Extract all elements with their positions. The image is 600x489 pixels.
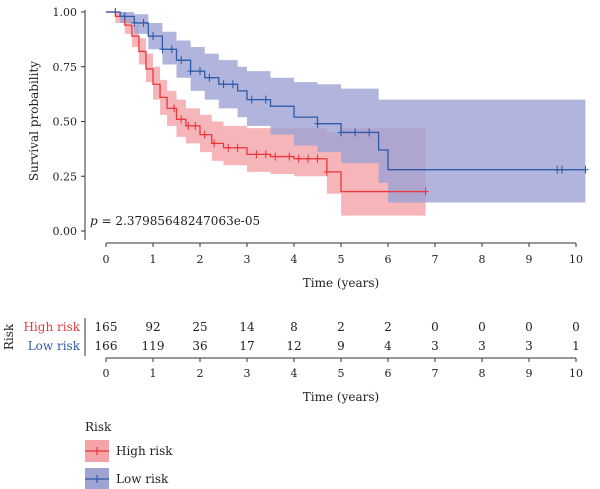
legend-title: Risk — [85, 420, 112, 434]
risk-table-x-tick-label: 9 — [526, 367, 533, 380]
risk-cell-low-risk: 3 — [525, 339, 533, 353]
risk-table-x-title: Time (years) — [303, 390, 379, 404]
p-value-label: p — [90, 214, 98, 228]
risk-table-x-tick-label: 10 — [569, 367, 583, 380]
risk-cell-high-risk: 165 — [95, 320, 118, 334]
y-axis-ticks: 0.00 0.25 0.50 0.75 1.00 — [53, 6, 85, 238]
risk-table-x-tick-label: 6 — [385, 367, 392, 380]
x-tick-label: 1 — [150, 253, 157, 266]
risk-row-label-low: Low risk — [28, 339, 81, 353]
risk-cell-high-risk: 8 — [290, 320, 298, 334]
ci-band-low-risk — [106, 12, 586, 203]
x-axis-ticks: 0 1 2 3 4 5 6 7 8 9 10 — [103, 243, 583, 266]
risk-table-x-ticks: 0 1 2 3 4 5 6 7 8 9 10 — [103, 358, 583, 380]
legend-item-low-risk: Low risk — [85, 468, 169, 489]
survival-plot: 0.00 0.25 0.50 0.75 1.00 0 1 2 3 4 5 6 7 8 9 10 Surviv… — [27, 6, 589, 290]
x-tick-label: 9 — [526, 253, 533, 266]
risk-cell-low-risk: 1 — [572, 339, 580, 353]
risk-table-x-tick-label: 3 — [244, 367, 251, 380]
risk-table-x-tick-label: 8 — [479, 367, 486, 380]
risk-cell-high-risk: 0 — [572, 320, 580, 334]
confidence-bands — [106, 12, 586, 216]
risk-cell-high-risk: 0 — [478, 320, 486, 334]
risk-table: Risk High risk Low risk 165 92 25 14 8 2 2 0 0 0 0… — [2, 318, 583, 404]
risk-cell-low-risk: 3 — [431, 339, 439, 353]
x-axis-title: Time (years) — [303, 276, 379, 290]
y-tick-label: 0.25 — [53, 170, 78, 183]
legend-label-low-risk: Low risk — [116, 472, 169, 486]
risk-cell-high-risk: 25 — [192, 320, 207, 334]
risk-table-x-tick-label: 2 — [197, 367, 204, 380]
risk-table-x-tick-label: 0 — [103, 367, 110, 380]
risk-cell-high-risk: 0 — [525, 320, 533, 334]
x-tick-label: 7 — [432, 253, 439, 266]
legend-item-high-risk: High risk — [85, 440, 173, 462]
risk-table-x-tick-label: 1 — [150, 367, 157, 380]
y-tick-label: 1.00 — [53, 6, 78, 19]
risk-cell-high-risk: 92 — [145, 320, 160, 334]
x-tick-label: 6 — [385, 253, 392, 266]
risk-cell-low-risk: 4 — [384, 339, 392, 353]
risk-table-x-tick-label: 4 — [291, 367, 298, 380]
y-tick-label: 0.00 — [53, 225, 78, 238]
risk-cell-low-risk: 119 — [142, 339, 165, 353]
risk-cell-low-risk: 166 — [95, 339, 118, 353]
risk-cell-low-risk: 9 — [337, 339, 345, 353]
x-tick-label: 4 — [291, 253, 298, 266]
p-value-text: = 2.37985648247063e-05 — [98, 214, 260, 228]
risk-table-cells: 165 92 25 14 8 2 2 0 0 0 0 166 119 36 17 12 9 4 3 3 3 1 — [95, 320, 580, 353]
x-tick-label: 2 — [197, 253, 204, 266]
risk-cell-low-risk: 36 — [192, 339, 207, 353]
censor-marks — [112, 8, 589, 196]
risk-cell-high-risk: 0 — [431, 320, 439, 334]
x-tick-label: 5 — [338, 253, 345, 266]
y-axis-title: Survival probability — [27, 61, 41, 181]
legend: Risk High risk Low risk — [85, 420, 173, 489]
y-tick-label: 0.50 — [53, 116, 78, 129]
x-tick-label: 3 — [244, 253, 251, 266]
risk-cell-low-risk: 17 — [239, 339, 254, 353]
risk-table-title: Risk — [2, 323, 16, 350]
p-value-annotation: p = 2.37985648247063e-05 — [90, 214, 260, 228]
x-tick-label: 8 — [479, 253, 486, 266]
y-tick-label: 0.75 — [53, 61, 78, 74]
risk-cell-low-risk: 3 — [478, 339, 486, 353]
risk-cell-high-risk: 2 — [384, 320, 392, 334]
risk-table-x-tick-label: 7 — [432, 367, 439, 380]
legend-label-high-risk: High risk — [116, 444, 173, 458]
x-tick-label: 0 — [103, 253, 110, 266]
risk-row-label-high: High risk — [23, 320, 80, 334]
risk-table-x-tick-label: 5 — [338, 367, 345, 380]
survival-curve-low-risk — [106, 11, 586, 171]
risk-cell-high-risk: 2 — [337, 320, 345, 334]
x-tick-label: 10 — [569, 253, 583, 266]
ci-band-high-risk — [106, 12, 426, 216]
risk-cell-high-risk: 14 — [239, 320, 255, 334]
risk-cell-low-risk: 12 — [286, 339, 301, 353]
